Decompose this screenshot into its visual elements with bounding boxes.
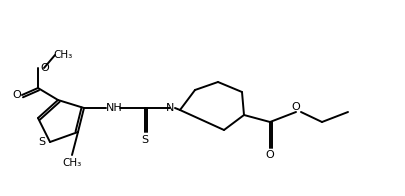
Text: O: O: [13, 90, 21, 100]
Text: NH: NH: [105, 103, 122, 113]
Text: S: S: [38, 137, 45, 147]
Text: CH₃: CH₃: [53, 50, 72, 60]
Text: O: O: [40, 63, 49, 73]
Text: O: O: [265, 150, 274, 160]
Text: O: O: [291, 102, 300, 112]
Text: N: N: [165, 103, 174, 113]
Text: CH₃: CH₃: [62, 158, 81, 168]
Text: S: S: [141, 135, 148, 145]
